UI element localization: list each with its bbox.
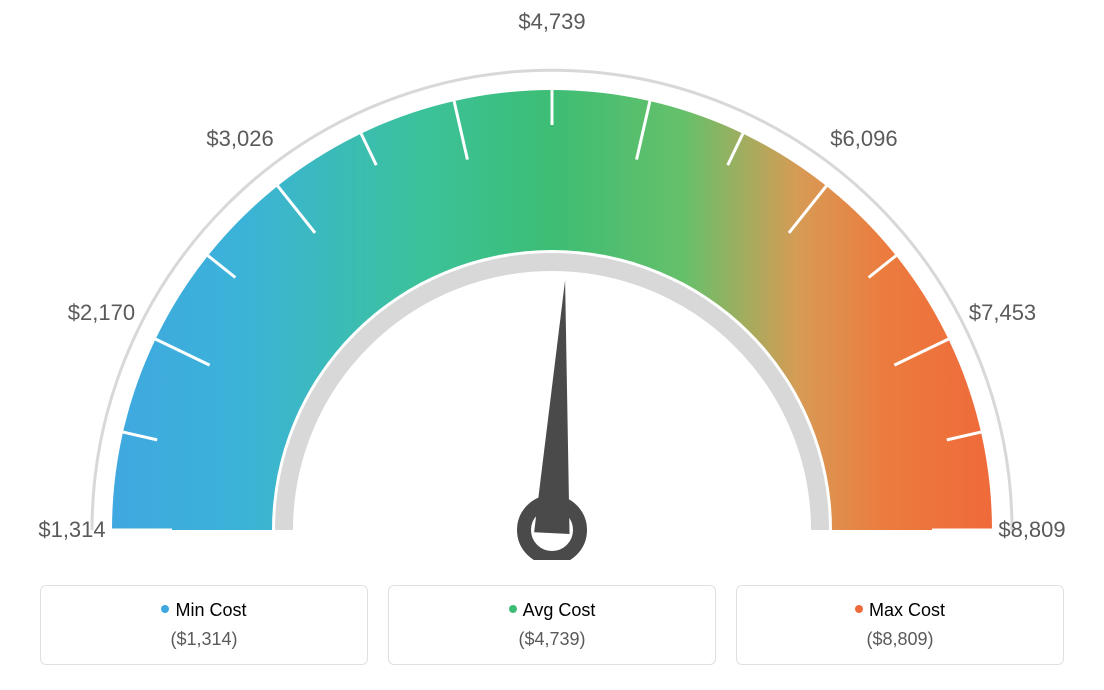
bullet-min bbox=[161, 605, 169, 613]
legend-card-min: Min Cost ($1,314) bbox=[40, 585, 368, 665]
scale-label: $8,809 bbox=[998, 517, 1065, 543]
legend-value-avg: ($4,739) bbox=[399, 629, 705, 650]
cost-gauge-chart: $1,314 $2,170 $3,026 $4,739 $6,096 $7,453 $8,8… bbox=[0, 0, 1104, 690]
gauge-svg bbox=[0, 0, 1104, 560]
scale-label: $4,739 bbox=[518, 9, 585, 35]
gauge-area: $1,314 $2,170 $3,026 $4,739 $6,096 $7,453 $8,8… bbox=[0, 0, 1104, 560]
legend-title-avg: Avg Cost bbox=[399, 600, 705, 621]
legend-title-min-text: Min Cost bbox=[175, 600, 246, 620]
bullet-max bbox=[855, 605, 863, 613]
scale-label: $6,096 bbox=[830, 126, 897, 152]
scale-label: $2,170 bbox=[68, 300, 135, 326]
legend-value-max: ($8,809) bbox=[747, 629, 1053, 650]
scale-label: $1,314 bbox=[38, 517, 105, 543]
legend-title-max: Max Cost bbox=[747, 600, 1053, 621]
legend-title-max-text: Max Cost bbox=[869, 600, 945, 620]
legend-card-max: Max Cost ($8,809) bbox=[736, 585, 1064, 665]
legend-card-avg: Avg Cost ($4,739) bbox=[388, 585, 716, 665]
scale-label: $7,453 bbox=[969, 300, 1036, 326]
scale-label: $3,026 bbox=[206, 126, 273, 152]
legend-row: Min Cost ($1,314) Avg Cost ($4,739) Max … bbox=[40, 585, 1064, 665]
legend-title-avg-text: Avg Cost bbox=[523, 600, 596, 620]
bullet-avg bbox=[509, 605, 517, 613]
legend-value-min: ($1,314) bbox=[51, 629, 357, 650]
legend-title-min: Min Cost bbox=[51, 600, 357, 621]
